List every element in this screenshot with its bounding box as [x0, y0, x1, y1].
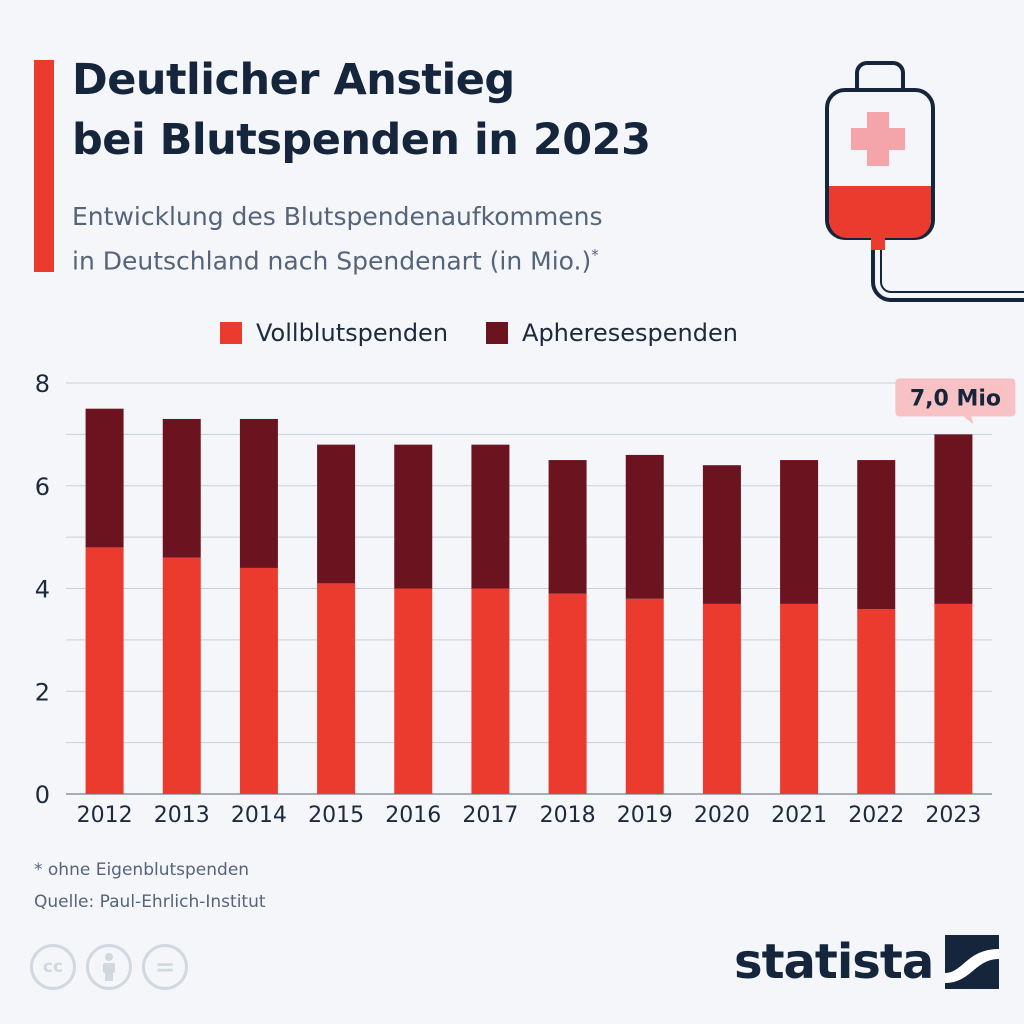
legend-swatch-apherese [486, 322, 509, 344]
legend-item-apherese: Apheresespenden [486, 319, 738, 347]
no-derivatives-icon: = [142, 944, 188, 990]
legend-swatch-vollblut [220, 322, 242, 344]
legend-label-vollblut: Vollblutspenden [256, 319, 449, 347]
bar-vollblut-2016 [394, 588, 433, 794]
x-tick-label: 2018 [540, 803, 596, 828]
y-tick-label: 0 [35, 781, 50, 809]
legend-label-apherese: Apheresespenden [522, 319, 738, 347]
title-line-2: bei Blutspenden in 2023 [72, 115, 651, 165]
x-tick-label: 2023 [925, 803, 981, 828]
x-tick-label: 2013 [154, 803, 210, 828]
bar-apherese-2012 [85, 408, 124, 548]
bar-vollblut-2014 [239, 567, 278, 794]
chart-title: Deutlicher Anstieg bei Blutspenden in 20… [72, 50, 651, 170]
y-tick-label: 4 [35, 576, 50, 604]
source: Quelle: Paul-Ehrlich-Institut [34, 892, 266, 912]
bar-vollblut-2020 [702, 603, 741, 794]
callout-box [895, 378, 1016, 417]
bar-vollblut-2023 [934, 603, 973, 794]
subtitle-line-2: in Deutschland nach Spendenart (in Mio.)… [72, 236, 603, 280]
accent-bar [34, 60, 54, 272]
bar-apherese-2019 [625, 454, 664, 599]
bar-vollblut-2018 [548, 593, 587, 794]
title-line-1: Deutlicher Anstieg [72, 55, 515, 105]
cc-icon: cc [30, 944, 76, 990]
chart-legend: Vollblutspenden Apheresespenden [220, 316, 738, 350]
blood-bag-icon [825, 61, 1024, 302]
legend-item-vollblut: Vollblutspenden [220, 319, 448, 347]
x-tick-label: 2022 [848, 803, 904, 828]
bar-vollblut-2022 [857, 609, 896, 794]
y-tick-label: 2 [35, 678, 50, 706]
bar-apherese-2018 [548, 460, 587, 594]
x-tick-label: 2021 [771, 803, 827, 828]
subtitle-line-1: Entwicklung des Blutspendenaufkommens [72, 202, 603, 231]
bar-vollblut-2021 [780, 603, 819, 794]
y-tick-label: 8 [35, 370, 50, 398]
x-tick-label: 2017 [462, 803, 518, 828]
bar-apherese-2022 [857, 460, 896, 610]
bar-apherese-2016 [394, 444, 433, 589]
y-tick-label: 6 [35, 473, 50, 501]
bar-apherese-2017 [471, 444, 510, 589]
footnote-block: * ohne Eigenblutspenden Quelle: Paul-Ehr… [34, 854, 266, 918]
bar-apherese-2023 [934, 434, 973, 604]
bar-vollblut-2017 [471, 588, 510, 794]
x-tick-label: 2016 [385, 803, 441, 828]
x-tick-label: 2020 [694, 803, 750, 828]
footnote: * ohne Eigenblutspenden [34, 860, 250, 880]
bar-vollblut-2019 [625, 598, 664, 794]
bar-apherese-2013 [162, 418, 201, 558]
bar-apherese-2021 [780, 460, 819, 604]
statista-logo-icon [945, 935, 1000, 989]
bar-apherese-2020 [702, 465, 741, 604]
x-tick-label: 2014 [231, 803, 287, 828]
chart-subtitle: Entwicklung des Blutspendenaufkommens in… [72, 198, 603, 280]
bar-vollblut-2012 [85, 547, 124, 794]
bar-vollblut-2013 [162, 557, 201, 794]
stacked-bar-chart: 0 2 4 6 8 2012 2013 2014 2015 2016 2017 2018 2019 202… [35, 370, 1016, 828]
x-tick-label: 2019 [617, 803, 673, 828]
callout-pointer [963, 416, 974, 425]
attribution-person-icon [86, 944, 132, 990]
x-tick-label: 2012 [77, 803, 133, 828]
callout-label: 7,0 Mio [910, 386, 1001, 411]
brand-name: statista [734, 934, 934, 990]
person-icon [103, 953, 115, 981]
bar-apherese-2015 [317, 444, 356, 584]
license-icons: cc = [30, 944, 188, 990]
bar-apherese-2014 [239, 418, 278, 568]
statista-brand[interactable]: statista [734, 934, 1000, 990]
bar-vollblut-2015 [317, 583, 356, 794]
subtitle-line-2-text: in Deutschland nach Spendenart (in Mio.) [72, 246, 592, 276]
subtitle-footnote-mark: * [591, 246, 599, 264]
x-tick-label: 2015 [308, 803, 364, 828]
